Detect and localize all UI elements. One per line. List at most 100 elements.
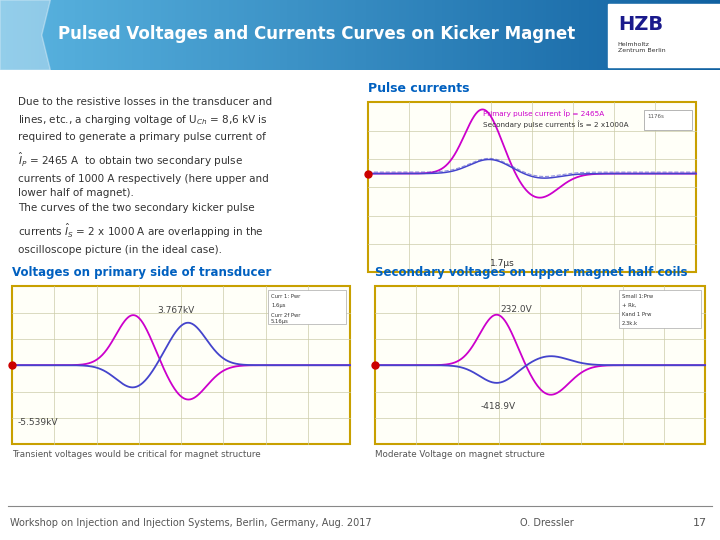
Bar (176, 0, 181, 70)
Bar (256, 0, 261, 70)
Bar (407, 0, 412, 70)
Bar (216, 0, 221, 70)
Bar (50, 0, 55, 70)
Bar (368, 102, 696, 272)
Bar (547, 0, 552, 70)
Text: 232.0V: 232.0V (500, 305, 532, 314)
Bar (335, 0, 340, 70)
Bar (130, 0, 135, 70)
Bar (515, 0, 520, 70)
Bar (558, 0, 563, 70)
Bar (302, 0, 307, 70)
Bar (263, 0, 268, 70)
Bar (590, 0, 595, 70)
Bar (198, 0, 203, 70)
Bar (54, 0, 59, 70)
Bar (328, 0, 333, 70)
Bar (209, 0, 214, 70)
Bar (0, 0, 5, 70)
Text: Secondary pulse currents Îs = 2 x1000A: Secondary pulse currents Îs = 2 x1000A (483, 121, 629, 128)
Bar (630, 0, 635, 70)
Bar (450, 0, 455, 70)
Bar (86, 0, 91, 70)
Bar (47, 0, 52, 70)
Bar (706, 0, 711, 70)
Bar (500, 0, 505, 70)
Bar (612, 0, 617, 70)
Bar (108, 0, 113, 70)
Text: Primary pulse current Îp = 2465A: Primary pulse current Îp = 2465A (483, 110, 604, 117)
Text: 2.3k.k: 2.3k.k (622, 321, 638, 326)
Bar (526, 0, 531, 70)
Bar (619, 290, 701, 328)
Bar (356, 0, 361, 70)
Bar (162, 0, 167, 70)
Bar (626, 0, 631, 70)
Bar (234, 0, 239, 70)
Bar (346, 0, 351, 70)
Text: Curr 1: Pwr: Curr 1: Pwr (271, 294, 300, 299)
Text: Due to the resistive losses in the transducer and
lines, etc., a charging voltag: Due to the resistive losses in the trans… (18, 97, 272, 255)
Bar (313, 0, 318, 70)
Bar (295, 0, 300, 70)
Text: O. Dressler: O. Dressler (520, 518, 574, 528)
Bar (554, 0, 559, 70)
Bar (504, 0, 509, 70)
Bar (608, 0, 613, 70)
Bar (655, 0, 660, 70)
Bar (25, 0, 30, 70)
Text: Moderate Voltage on magnet structure: Moderate Voltage on magnet structure (375, 450, 545, 459)
Bar (270, 0, 275, 70)
Bar (533, 0, 538, 70)
Bar (266, 0, 271, 70)
Bar (508, 0, 513, 70)
Text: Helmholtz
Zentrum Berlin: Helmholtz Zentrum Berlin (618, 42, 665, 53)
Bar (670, 0, 675, 70)
Bar (133, 0, 138, 70)
Bar (299, 0, 304, 70)
Bar (418, 0, 423, 70)
Bar (421, 0, 426, 70)
Bar (7, 0, 12, 70)
Bar (562, 0, 567, 70)
Bar (292, 0, 297, 70)
Text: Small 1:Prw: Small 1:Prw (622, 294, 653, 299)
Bar (342, 0, 347, 70)
Bar (268, 290, 346, 324)
Bar (644, 0, 649, 70)
Text: HZB: HZB (618, 15, 663, 34)
Bar (659, 0, 664, 70)
Bar (320, 0, 325, 70)
Text: + Rk,: + Rk, (622, 303, 636, 308)
Bar (544, 0, 549, 70)
Bar (137, 0, 142, 70)
Bar (18, 0, 23, 70)
Bar (439, 0, 444, 70)
Bar (497, 0, 502, 70)
Bar (4, 0, 9, 70)
Bar (68, 0, 73, 70)
Text: 1.6µs: 1.6µs (271, 303, 286, 308)
Bar (349, 0, 354, 70)
Bar (83, 0, 88, 70)
Text: Voltages on primary side of transducer: Voltages on primary side of transducer (12, 266, 271, 279)
Bar (605, 0, 610, 70)
Bar (151, 0, 156, 70)
Bar (518, 0, 523, 70)
Bar (598, 0, 603, 70)
Bar (644, 110, 692, 130)
Bar (378, 0, 383, 70)
Text: Kand 1 Prw: Kand 1 Prw (622, 312, 652, 317)
Bar (662, 0, 667, 70)
Bar (79, 0, 84, 70)
Bar (410, 0, 415, 70)
Bar (173, 0, 178, 70)
Text: 1.7μs: 1.7μs (490, 259, 515, 268)
Bar (43, 0, 48, 70)
Bar (331, 0, 336, 70)
Bar (180, 0, 185, 70)
Bar (202, 0, 207, 70)
Bar (284, 0, 289, 70)
Bar (403, 0, 408, 70)
Text: 17: 17 (693, 518, 707, 528)
